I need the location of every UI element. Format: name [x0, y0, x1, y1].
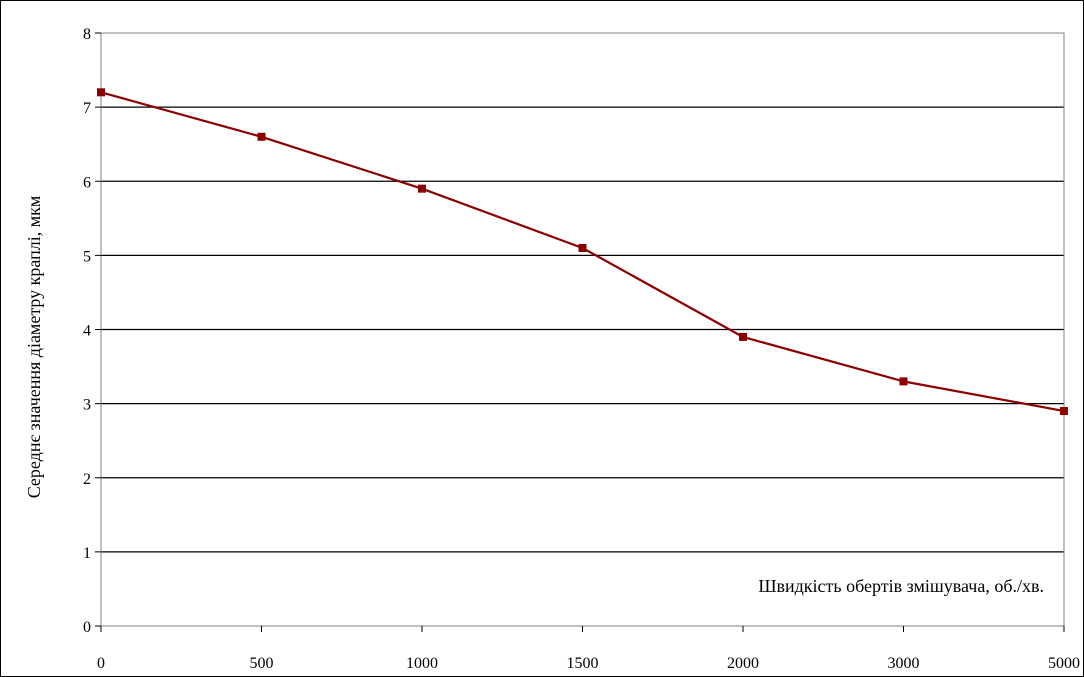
- data-point: [899, 377, 908, 386]
- data-point: [418, 184, 426, 193]
- data-point: [257, 132, 266, 141]
- x-axis-title: Швидкість обертів змішувача, об./хв.: [758, 576, 1044, 596]
- data-point: [578, 243, 587, 252]
- x-tick-label: 500: [250, 655, 274, 672]
- x-tick-label: 3000: [888, 655, 920, 672]
- gridlines: [101, 106, 1064, 553]
- y-tick-label: 2: [83, 471, 91, 488]
- x-tick-label: 1500: [567, 655, 599, 672]
- x-axis-ticks: 0 500 1000 1500 2000 3000 5000: [97, 626, 1080, 672]
- y-tick-label: 1: [83, 545, 91, 562]
- y-tick-label: 0: [83, 619, 91, 636]
- x-tick-label: 2000: [727, 655, 759, 672]
- y-tick-label: 8: [83, 26, 91, 43]
- data-point: [97, 88, 105, 97]
- y-tick-label: 3: [83, 397, 91, 414]
- x-tick-label: 0: [97, 655, 105, 672]
- y-tick-label: 7: [83, 100, 91, 117]
- y-tick-label: 6: [83, 174, 91, 191]
- y-tick-label: 4: [83, 323, 91, 340]
- data-point: [1060, 407, 1068, 416]
- y-axis-ticks: 0 1 2 3 4 5 6 7 8: [83, 26, 101, 636]
- data-point: [739, 332, 747, 341]
- data-series: [97, 88, 1068, 416]
- y-axis-title: Середнє значення діаметру краплі, мкм: [24, 196, 44, 499]
- x-tick-label: 1000: [406, 655, 438, 672]
- x-tick-label: 5000: [1048, 655, 1080, 672]
- y-tick-label: 5: [83, 248, 91, 265]
